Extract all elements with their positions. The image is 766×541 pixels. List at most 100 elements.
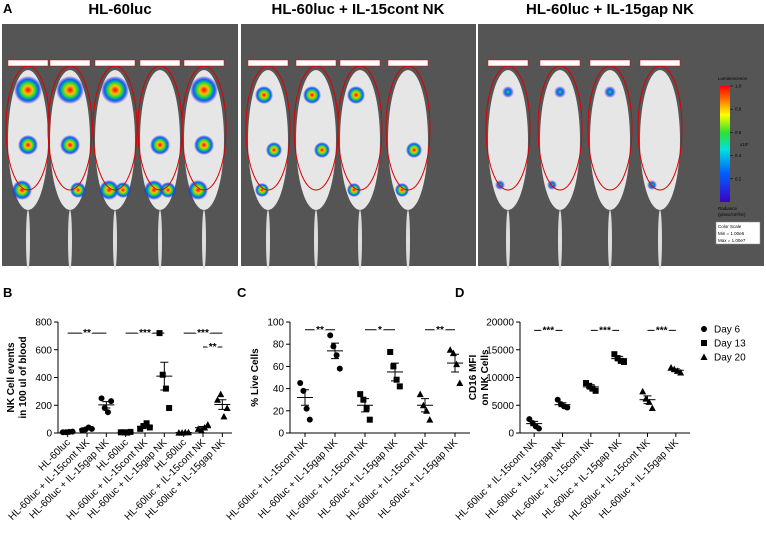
image-title: HL-60luc + IL-15cont NK: [272, 1, 445, 18]
roi-label: [488, 60, 528, 66]
point: [327, 332, 333, 338]
point: [397, 383, 403, 389]
mouse-tail: [358, 210, 362, 270]
significance-label: **: [209, 342, 217, 353]
point: [224, 405, 231, 412]
y-tick-label: 5000: [492, 401, 515, 412]
point: [453, 361, 460, 368]
significance-label: **: [83, 328, 91, 339]
significance-label: ***: [139, 328, 151, 339]
point: [649, 405, 656, 412]
legend-label: Day 20: [714, 353, 746, 364]
y-tick-label: 20000: [486, 318, 514, 329]
colorbar-unit: (p/sec/cm²/sr): [718, 212, 746, 217]
point: [426, 416, 433, 423]
roi-label: [590, 60, 630, 66]
y-axis-label: in 100 ul of blood: [18, 336, 29, 418]
point: [220, 413, 227, 420]
significance-label: ***: [197, 328, 209, 339]
luminescence: [502, 86, 514, 98]
luminescence: [266, 142, 282, 158]
luminescence: [554, 86, 566, 98]
point: [387, 349, 393, 355]
significance-label: ***: [599, 325, 611, 336]
roi-label: [640, 60, 680, 66]
luminescence: [150, 135, 170, 155]
mouse-tail: [68, 210, 72, 270]
y-tick-label: 0: [508, 429, 514, 440]
roi-label: [140, 60, 180, 66]
point: [304, 406, 310, 412]
legend-label: Day 6: [714, 325, 741, 336]
legend-marker: [701, 326, 707, 332]
significance-label: *: [378, 325, 382, 336]
panel-letter: C: [237, 285, 247, 300]
luminescence: [314, 142, 330, 158]
y-tick-label: 200: [35, 401, 52, 412]
luminescence: [14, 76, 42, 104]
y-axis-label: CD16 MFI: [468, 354, 479, 400]
panel-a: A HL-60luc HL-60luc + IL-15cont NK HL-60…: [2, 1, 764, 270]
roi-label: [340, 60, 380, 66]
roi-label: [296, 60, 336, 66]
image-title: HL-60luc + IL-15gap NK: [526, 1, 694, 18]
roi-label: [8, 60, 48, 66]
colorbar-tick-label: 0.2: [735, 176, 742, 181]
significance-label: ***: [656, 325, 668, 336]
roi-label: [248, 60, 288, 66]
luminescence: [194, 135, 214, 155]
luminescence: [303, 86, 321, 104]
luminescence: [604, 86, 616, 98]
legend-marker: [701, 340, 707, 346]
point: [160, 372, 166, 378]
point: [357, 391, 363, 397]
significance-label: **: [316, 325, 324, 336]
mouse-tail: [558, 210, 562, 270]
luminescence: [347, 86, 365, 104]
mouse-tail: [314, 210, 318, 270]
mouse-tail: [202, 210, 206, 270]
image-title: HL-60luc: [88, 1, 151, 18]
mouse-tail: [406, 210, 410, 270]
point: [456, 380, 463, 387]
mouse-tail: [608, 210, 612, 270]
y-tick-label: 600: [35, 345, 52, 356]
colorbar: [720, 86, 730, 202]
y-axis-label: % Live Cells: [250, 348, 261, 407]
point: [108, 398, 114, 404]
point: [564, 404, 570, 410]
luminescence: [18, 135, 38, 155]
point: [217, 391, 224, 398]
mouse-tail: [506, 210, 510, 270]
y-tick-label: 20: [273, 406, 285, 417]
mouse-tail: [113, 210, 117, 270]
point: [367, 417, 373, 423]
point: [536, 426, 542, 432]
point: [297, 380, 303, 386]
colorbar-tick-label: 1.0: [735, 84, 742, 89]
significance-label: ***: [542, 325, 554, 336]
color-scale: Max = 1.00e7: [718, 238, 746, 243]
colorbar-tick-label: 0.6: [735, 130, 742, 135]
panel-letter: D: [455, 285, 464, 300]
point: [105, 409, 111, 415]
luminescence: [190, 76, 218, 104]
y-tick-label: 100: [267, 318, 284, 329]
significance-label: **: [436, 325, 444, 336]
mouse-body: [640, 70, 680, 210]
color-scale: Min = 1.00e6: [718, 231, 745, 236]
panel-letter: A: [3, 1, 13, 16]
mouse-tail: [658, 210, 662, 270]
colorbar-title: Luminescence: [718, 76, 748, 81]
point: [99, 395, 105, 401]
colorbar-unit: Radiance: [718, 206, 738, 211]
panel-letter: B: [3, 285, 12, 300]
colorbar-tick-label: 0.4: [735, 153, 742, 158]
roi-label: [388, 60, 428, 66]
roi-label: [540, 60, 580, 66]
luminescence: [56, 76, 84, 104]
legend-label: Day 13: [714, 339, 746, 350]
colorbar-exponent: x10⁷: [740, 142, 749, 147]
mouse-tail: [266, 210, 270, 270]
